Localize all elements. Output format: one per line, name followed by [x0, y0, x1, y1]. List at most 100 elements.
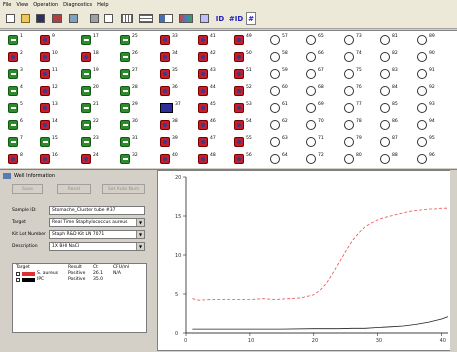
well-80[interactable]: 80: [344, 153, 370, 164]
well-79[interactable]: 79: [344, 136, 370, 147]
well-70[interactable]: 70: [306, 119, 332, 130]
sample-id-field[interactable]: Stomache_Cluster tube #37: [49, 206, 145, 215]
grid-view-icon[interactable]: [119, 12, 135, 25]
vertical-scrollbar[interactable]: [450, 170, 457, 351]
well-15[interactable]: 15: [40, 136, 66, 147]
well-92[interactable]: 92: [417, 85, 443, 96]
well-93[interactable]: 93: [417, 102, 443, 113]
well-37[interactable]: 37: [160, 102, 186, 113]
well-24[interactable]: 24: [81, 153, 107, 164]
well-55[interactable]: 55: [234, 136, 260, 147]
well-50[interactable]: 50: [234, 51, 260, 62]
hash-id-button[interactable]: #ID: [228, 14, 244, 23]
well-45[interactable]: 45: [198, 102, 224, 113]
well-2[interactable]: 2: [8, 51, 34, 62]
well-19[interactable]: 19: [81, 68, 107, 79]
target-select[interactable]: Real Time Staphylococcus aureus ▼: [49, 218, 145, 227]
well-78[interactable]: 78: [344, 119, 370, 130]
well-69[interactable]: 69: [306, 102, 332, 113]
well-1[interactable]: 1: [8, 34, 34, 45]
well-81[interactable]: 81: [380, 34, 406, 45]
well-39[interactable]: 39: [160, 136, 186, 147]
well-54[interactable]: 54: [234, 119, 260, 130]
well-49[interactable]: 49: [234, 34, 260, 45]
plate-setup-icon[interactable]: [50, 12, 64, 25]
row-checkbox[interactable]: [16, 278, 20, 282]
well-6[interactable]: 6: [8, 119, 34, 130]
well-21[interactable]: 21: [81, 102, 107, 113]
well-77[interactable]: 77: [344, 102, 370, 113]
well-82[interactable]: 82: [380, 51, 406, 62]
well-26[interactable]: 26: [120, 51, 146, 62]
well-56[interactable]: 56: [234, 153, 260, 164]
row-checkbox[interactable]: [16, 272, 20, 276]
well-41[interactable]: 41: [198, 34, 224, 45]
open-folder-icon[interactable]: [19, 12, 31, 25]
id-button[interactable]: ID: [215, 14, 225, 23]
well-14[interactable]: 14: [40, 119, 66, 130]
save-button[interactable]: Save: [12, 184, 43, 194]
well-60[interactable]: 60: [270, 85, 296, 96]
well-86[interactable]: 86: [380, 119, 406, 130]
save-disk-icon[interactable]: [34, 12, 46, 25]
chevron-down-icon[interactable]: ▼: [136, 231, 144, 238]
well-44[interactable]: 44: [198, 85, 224, 96]
well-46[interactable]: 46: [198, 119, 224, 130]
well-43[interactable]: 43: [198, 68, 224, 79]
well-10[interactable]: 10: [40, 51, 66, 62]
well-17[interactable]: 17: [81, 34, 107, 45]
well-4[interactable]: 4: [8, 85, 34, 96]
well-51[interactable]: 51: [234, 68, 260, 79]
well-47[interactable]: 47: [198, 136, 224, 147]
horizontal-splitter[interactable]: [0, 167, 457, 170]
well-5[interactable]: 5: [8, 102, 34, 113]
well-34[interactable]: 34: [160, 51, 186, 62]
well-65[interactable]: 65: [306, 34, 332, 45]
well-35[interactable]: 35: [160, 68, 186, 79]
well-25[interactable]: 25: [120, 34, 146, 45]
well-30[interactable]: 30: [120, 119, 146, 130]
well-16[interactable]: 16: [40, 153, 66, 164]
well-32[interactable]: 32: [120, 153, 146, 164]
well-23[interactable]: 23: [81, 136, 107, 147]
well-7[interactable]: 7: [8, 136, 34, 147]
well-31[interactable]: 31: [120, 136, 146, 147]
well-58[interactable]: 58: [270, 51, 296, 62]
hash-button[interactable]: #: [246, 12, 256, 25]
table-view-icon[interactable]: [137, 12, 155, 25]
chevron-down-icon[interactable]: ▼: [136, 243, 144, 250]
well-62[interactable]: 62: [270, 119, 296, 130]
set-auto-num-button[interactable]: Set Auto Num: [102, 184, 145, 194]
well-84[interactable]: 84: [380, 85, 406, 96]
new-file-icon[interactable]: [4, 12, 16, 25]
menu-operation[interactable]: Operation: [33, 1, 59, 8]
well-68[interactable]: 68: [306, 85, 332, 96]
well-33[interactable]: 33: [160, 34, 186, 45]
well-63[interactable]: 63: [270, 136, 296, 147]
well-73[interactable]: 73: [344, 34, 370, 45]
menu-file[interactable]: File: [3, 1, 12, 8]
reset-button[interactable]: Reset: [57, 184, 91, 194]
well-91[interactable]: 91: [417, 68, 443, 79]
well-36[interactable]: 36: [160, 85, 186, 96]
well-12[interactable]: 12: [40, 85, 66, 96]
well-76[interactable]: 76: [344, 85, 370, 96]
print-icon[interactable]: [88, 12, 100, 25]
amplification-icon[interactable]: [197, 12, 211, 25]
well-42[interactable]: 42: [198, 51, 224, 62]
print-preview-icon[interactable]: [102, 12, 114, 25]
menu-view[interactable]: View: [16, 1, 29, 8]
well-71[interactable]: 71: [306, 136, 332, 147]
well-20[interactable]: 20: [81, 85, 107, 96]
well-64[interactable]: 64: [270, 153, 296, 164]
well-66[interactable]: 66: [306, 51, 332, 62]
well-72[interactable]: 72: [306, 153, 332, 164]
well-89[interactable]: 89: [417, 34, 443, 45]
well-8[interactable]: 8: [8, 153, 34, 164]
chevron-down-icon[interactable]: ▼: [136, 219, 144, 226]
well-29[interactable]: 29: [120, 102, 146, 113]
well-74[interactable]: 74: [344, 51, 370, 62]
well-48[interactable]: 48: [198, 153, 224, 164]
well-59[interactable]: 59: [270, 68, 296, 79]
well-96[interactable]: 96: [417, 153, 443, 164]
